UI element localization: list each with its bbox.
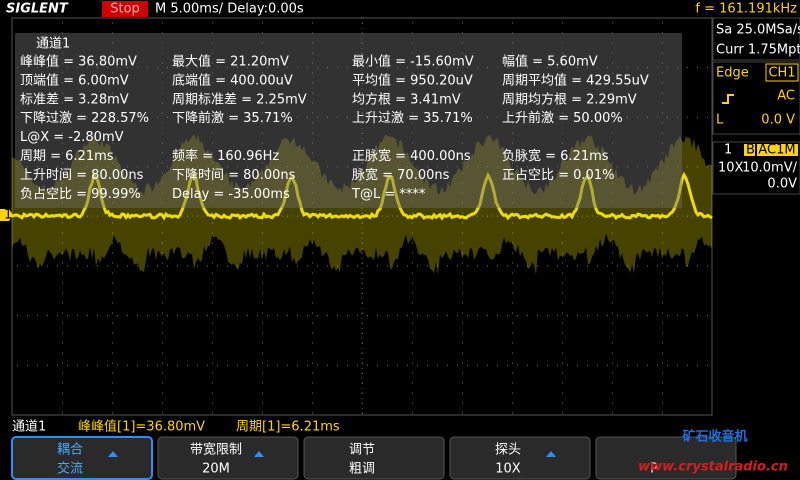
softkey[interactable] — [303, 436, 445, 480]
softkey[interactable] — [449, 436, 591, 480]
run-status: Stop — [110, 2, 140, 17]
trigger-type: Edge — [716, 66, 749, 81]
memory-depth: Curr 1.75Mpts — [716, 43, 800, 58]
trigger-coupling: AC — [777, 89, 795, 104]
sample-rate: Sa 25.0MSa/s — [716, 23, 800, 38]
measurement-list: 峰峰值 = 36.80mV 最大值 = 21.20mV 最小值 = -15.60mV… — [20, 54, 649, 202]
measurement-item: 下降过激 = 228.57% — [20, 111, 149, 126]
softkey-value: 20M — [202, 462, 230, 477]
measurement-title: 通道1 — [36, 37, 70, 52]
measurement-item: 周期 = 6.21ms — [20, 149, 114, 164]
measurement-item: 峰峰值 = 36.80mV — [20, 54, 137, 70]
measurement-item: 负脉宽 = 6.21ms — [502, 148, 609, 164]
measurement-item: T@L = **** — [351, 187, 426, 202]
softkey-value: P — [650, 462, 658, 477]
softkey[interactable] — [595, 436, 737, 480]
acquisition-box — [712, 17, 800, 61]
softkey[interactable] — [157, 436, 299, 480]
status-item: 周期[1]=6.21ms — [236, 420, 340, 435]
channel-marker: 1 — [4, 208, 12, 223]
brand: SIGLENT — [6, 2, 69, 17]
watermark-url: www.crystalradio.cn — [638, 460, 788, 475]
measurement-item: 负占空比 = 99.99% — [20, 187, 141, 202]
measurement-item: L@X = -2.80mV — [20, 130, 124, 145]
trigger-source-box — [765, 63, 799, 82]
softkey-value: 交流 — [57, 461, 83, 477]
measurement-item: 最小值 = -15.60mV — [352, 54, 474, 70]
timebase: M 5.00ms/ Delay:0.00s — [155, 2, 304, 17]
channel-coupling: AC1M — [758, 143, 795, 158]
trigger-level: 0.0 V — [761, 113, 795, 128]
channel-marker-shape[interactable] — [0, 209, 13, 221]
measurement-item: 顶端值 = 6.00mV — [20, 72, 129, 88]
measurement-item: 下降前激 = 35.71% — [172, 110, 293, 126]
measurement-item: 幅值 = 5.60mV — [502, 54, 598, 70]
offset: 0.0V — [767, 177, 797, 192]
measurement-item: 正占空比 = 0.01% — [502, 168, 614, 183]
softkey-label: 探头 — [495, 443, 521, 458]
trigger-source: CH1 — [768, 66, 795, 81]
probe-ratio: 10X — [718, 161, 744, 176]
measurement-panel — [15, 33, 682, 208]
softkey-label: 带宽限制 — [190, 442, 242, 458]
status-item: 峰峰值[1]=36.80mV — [78, 419, 205, 435]
waveform — [11, 134, 713, 276]
measurement-item: 上升时间 = 80.00ns — [20, 168, 144, 183]
bandwidth-flag-box — [744, 144, 755, 156]
measurement-item: 周期平均值 = 429.55uV — [502, 72, 649, 88]
measurement-item: 周期标准差 = 2.25mV — [172, 92, 307, 107]
measurement-item: 脉宽 = 70.00ns — [352, 167, 450, 183]
softkey-arrow — [254, 451, 264, 457]
watermark-title: 矿石收音机 — [682, 429, 747, 445]
softkey-value: 10X — [495, 462, 521, 477]
softkey-arrow — [546, 451, 556, 457]
softkey-value: 粗调 — [349, 462, 375, 477]
measurement-item: 均方根 = 3.41mV — [352, 91, 461, 107]
softkey-label: 调节 — [349, 443, 375, 458]
measurement-item: 正脉宽 = 400.00ns — [352, 148, 471, 164]
waveform-trace — [11, 171, 713, 221]
run-status-box[interactable] — [102, 1, 148, 17]
bandwidth-limit-flag: B — [746, 143, 755, 158]
softkey-label: 耦合 — [57, 443, 83, 458]
measurement-item: 上升过激 = 35.71% — [352, 111, 473, 126]
measurement-item: 频率 = 160.96Hz — [172, 148, 279, 164]
measurement-item: Delay = -35.00ms — [172, 187, 290, 202]
measurement-item: 平均值 = 950.20uV — [352, 72, 473, 88]
measurement-item: 标准差 = 3.28mV — [20, 92, 129, 107]
waveform-envelope — [12, 134, 712, 276]
measurement-item: 上升前激 = 50.00% — [502, 110, 623, 126]
measurement-item: 最大值 = 21.20mV — [172, 54, 289, 70]
trigger-level-label: L — [716, 113, 724, 128]
edge-icon — [722, 94, 734, 104]
measurement-item: 周期均方根 = 2.29mV — [502, 91, 637, 107]
measurement-item: 底端值 = 400.00uV — [172, 72, 293, 88]
channel-number: 1 — [724, 143, 732, 158]
measurement-item: 下降时间 = 80.00ns — [172, 168, 296, 183]
status-channel: 通道1 — [12, 420, 46, 435]
softkey[interactable] — [11, 436, 153, 480]
frequency-counter: f = 161.191kHz — [695, 2, 797, 17]
channel-coupling-box — [757, 144, 798, 156]
volts-per-div: 10.0mV/ — [742, 161, 798, 176]
softkey-arrow — [108, 451, 118, 457]
